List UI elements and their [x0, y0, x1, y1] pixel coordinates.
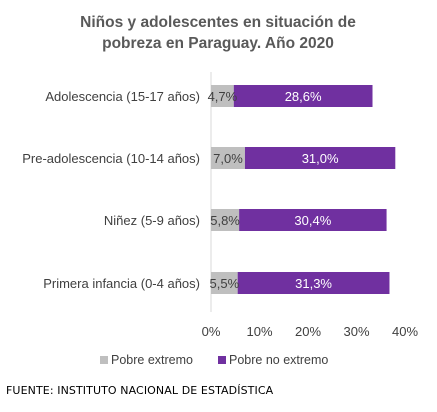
bar-pobre-extremo [211, 209, 240, 231]
legend-swatch [218, 356, 226, 364]
bar-pobre-extremo [211, 147, 245, 169]
value-label: 31,0% [302, 151, 339, 166]
chart-title-line: Niños y adolescentes en situación de [80, 14, 356, 31]
bar-pobre-extremo [211, 272, 238, 294]
chart-title: Niños y adolescentes en situación de pobr… [80, 14, 356, 52]
bars [211, 85, 396, 294]
value-labels: 4,7% 28,6% 7,0% 31,0% 5,8% 30,4% 5,5% 31,3% [208, 89, 339, 291]
value-label: 28,6% [285, 89, 322, 104]
legend-label: Pobre extremo [111, 353, 193, 367]
x-tick-label: 0% [202, 324, 221, 339]
bar-pobre-extremo [211, 85, 234, 107]
category-labels: Adolescencia (15-17 años) Pre-adolescenci… [22, 89, 200, 291]
category-label: Adolescencia (15-17 años) [45, 89, 200, 104]
x-tick-label: 20% [295, 324, 321, 339]
value-label: 30,4% [294, 213, 331, 228]
category-label: Primera infancia (0-4 años) [43, 276, 200, 291]
bar-pobre-no-extremo [237, 272, 390, 294]
x-tick-labels: 0% 10% 20% 30% 40% [202, 324, 419, 339]
x-tick-label: 10% [246, 324, 272, 339]
bar-pobre-no-extremo [233, 85, 373, 107]
value-label: 5,5% [210, 276, 240, 291]
legend-swatch [100, 356, 108, 364]
value-label: 4,7% [208, 89, 238, 104]
legend: Pobre extremo Pobre no extremo [100, 353, 328, 367]
category-label: Pre-adolescencia (10-14 años) [22, 151, 200, 166]
value-label: 5,8% [210, 213, 240, 228]
value-label: 7,0% [213, 151, 243, 166]
bar-pobre-no-extremo [244, 147, 396, 169]
chart-title-line: pobreza en Paraguay. Año 2020 [102, 35, 334, 52]
source-note: FUENTE: INSTITUTO NACIONAL DE ESTADÍSTIC… [6, 384, 274, 397]
category-label: Niñez (5-9 años) [104, 213, 200, 228]
bar-pobre-no-extremo [239, 209, 387, 231]
value-label: 31,3% [295, 276, 332, 291]
x-tick-label: 40% [392, 324, 418, 339]
x-tick-label: 30% [343, 324, 369, 339]
legend-label: Pobre no extremo [229, 353, 328, 367]
